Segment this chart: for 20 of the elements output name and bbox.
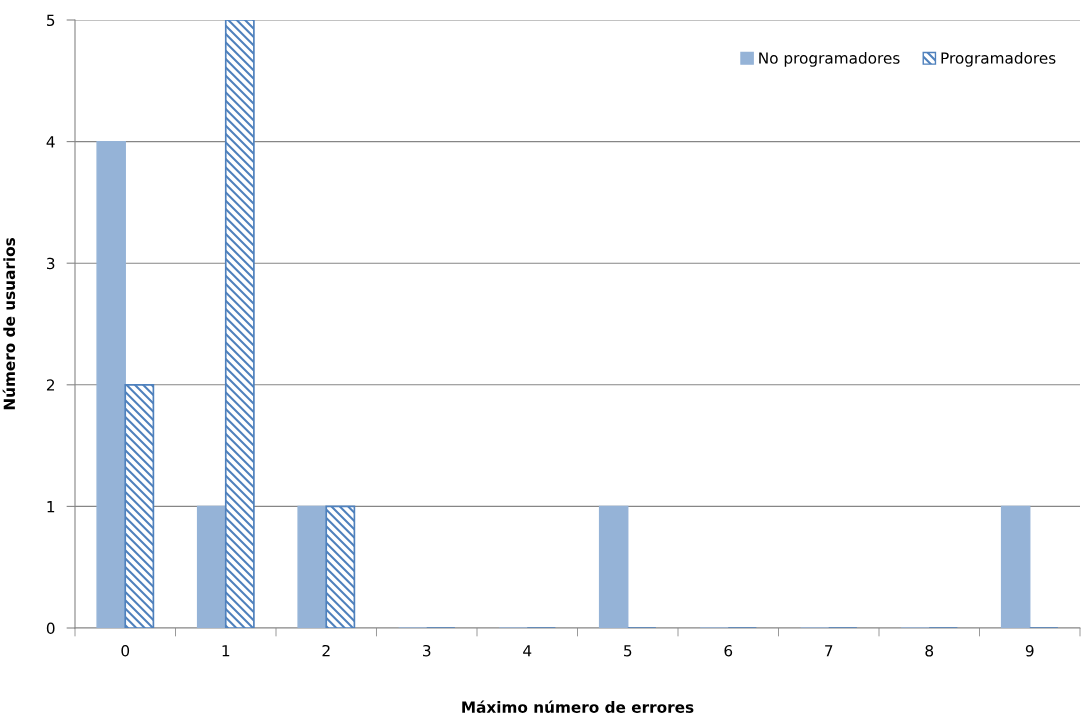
x-tick-label: 8 — [925, 644, 934, 657]
legend-label: Programadores — [941, 51, 1056, 67]
y-tick-label: 1 — [47, 501, 55, 513]
x-tick-label: 0 — [121, 644, 130, 657]
x-axis-title: Máximo número de errores — [462, 700, 694, 713]
y-tick-label: 3 — [47, 257, 55, 270]
y-tick-label: 0 — [46, 622, 55, 635]
y-tick-label: 4 — [46, 136, 55, 148]
x-tick-label: 7 — [825, 645, 833, 657]
x-tick-label: 5 — [624, 645, 632, 657]
legend-label: No programadores — [759, 51, 900, 67]
y-axis-title: Número de usuarios — [2, 238, 16, 410]
y-tick-label: 5 — [47, 14, 55, 27]
x-tick-label: 1 — [222, 645, 230, 657]
x-tick-label: 3 — [423, 644, 431, 657]
x-tick-label: 2 — [322, 644, 330, 657]
x-tick-label: 9 — [1025, 644, 1034, 657]
x-tick-label: 4 — [523, 645, 532, 657]
x-tick-label: 6 — [724, 644, 733, 657]
y-tick-label: 2 — [46, 379, 55, 391]
